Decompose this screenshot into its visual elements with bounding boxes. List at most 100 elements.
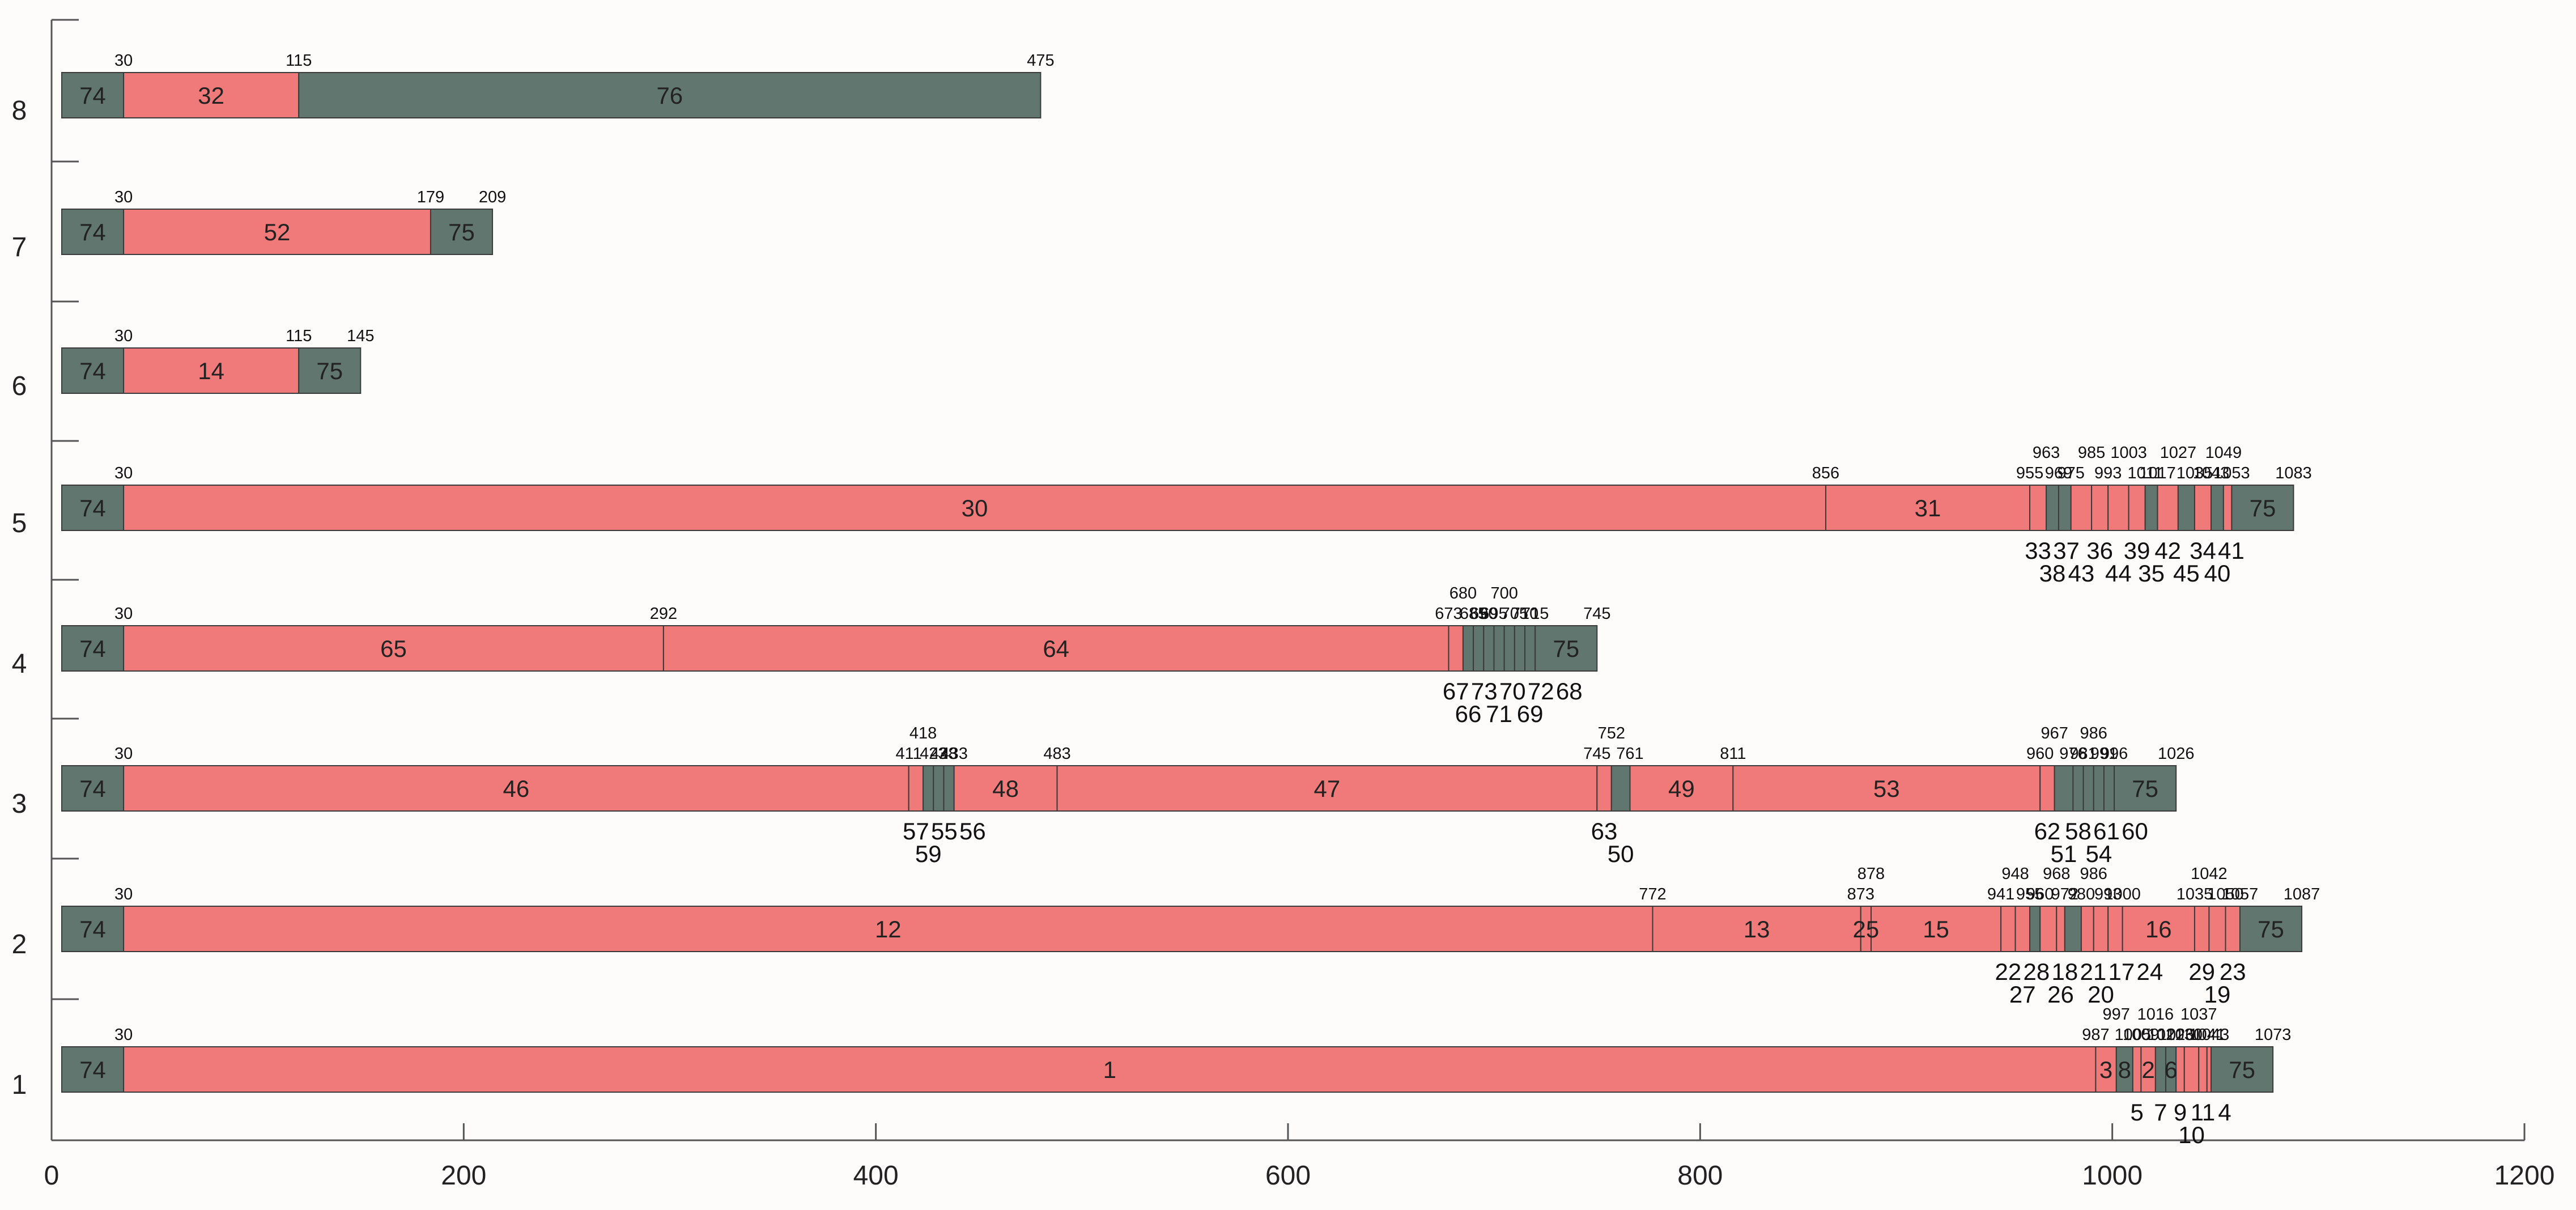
boundary-label: 993 — [2094, 464, 2122, 482]
segment-label-below: 42 — [2154, 537, 2181, 564]
segment-label: 47 — [1314, 775, 1341, 802]
bar-segment — [1825, 485, 2031, 531]
bar-segment — [1448, 625, 1464, 672]
segment-label-below: 5 — [2130, 1099, 2143, 1126]
bar-segment — [2225, 906, 2241, 952]
segment-label: 75 — [2132, 775, 2158, 802]
boundary-label: 1027 — [2160, 444, 2197, 462]
segment-label: 75 — [2229, 1056, 2255, 1083]
segment-label: 16 — [2145, 916, 2172, 942]
boundary-label: 685 — [1460, 605, 1487, 623]
boundary-label: 1073 — [2255, 1026, 2292, 1044]
boundary-label: 986 — [2080, 724, 2107, 742]
segment-label: 25 — [1853, 916, 1880, 942]
y-tick-label: 4 — [12, 649, 27, 679]
boundary-label: 418 — [909, 724, 937, 742]
x-tick-label: 0 — [44, 1161, 59, 1191]
bar-segment — [123, 765, 909, 812]
boundary-label: 1053 — [2213, 464, 2250, 482]
bar-segment — [2183, 1046, 2200, 1093]
segment-label-below: 67 — [1443, 678, 1469, 704]
boundary-label: 30 — [114, 464, 133, 482]
segment-label-below: 43 — [2068, 560, 2095, 587]
bar-segment — [1534, 625, 1598, 672]
boundary-label: 1003 — [2110, 444, 2147, 462]
boundary-label: 980 — [2068, 885, 2095, 903]
segment-label: 48 — [992, 775, 1019, 802]
boundary-label: 411 — [896, 745, 922, 763]
boundary-label: 1042 — [2191, 865, 2228, 883]
boundary-label: 969 — [2045, 464, 2072, 482]
bar-segment — [2114, 765, 2177, 812]
bar-segment — [2194, 906, 2210, 952]
bar-segment — [2239, 906, 2303, 952]
segment-label-below: 24 — [2136, 958, 2163, 985]
segment-label-below: 54 — [2085, 840, 2112, 867]
boundary-label: 705 — [1501, 605, 1528, 623]
boundary-label: 1043 — [2193, 1026, 2230, 1044]
bar-segment — [123, 347, 300, 394]
boundary-label: 1043 — [2193, 464, 2230, 482]
segment-label: 74 — [79, 82, 106, 109]
boundary-label: 1041 — [2189, 1026, 2226, 1044]
segment-label: 12 — [875, 916, 902, 942]
boundary-label: 292 — [650, 605, 677, 623]
segment-label-below: 23 — [2220, 958, 2246, 985]
x-tick-label: 800 — [1677, 1161, 1723, 1191]
boundary-label: 996 — [2101, 745, 2128, 763]
bar-segment — [2177, 485, 2195, 531]
boundary-label: 993 — [2094, 885, 2122, 903]
segment-label: 75 — [316, 358, 343, 384]
boundary-label: 772 — [1639, 885, 1666, 903]
boundary-label: 963 — [2033, 444, 2060, 462]
segment-label: 74 — [79, 1056, 106, 1083]
bar-segment — [430, 209, 494, 255]
segment-label: 49 — [1668, 775, 1695, 802]
bar-segment — [2093, 906, 2109, 952]
segment-label: 30 — [962, 495, 988, 521]
boundary-label: 433 — [940, 745, 967, 763]
segment-label: 1 — [1103, 1056, 1116, 1083]
boundary-label: 1011 — [2127, 464, 2162, 482]
bar-segment — [2046, 485, 2059, 531]
bar-segment — [61, 72, 125, 118]
segment-label-below: 72 — [1528, 678, 1554, 704]
segment-label-below: 37 — [2053, 537, 2080, 564]
y-tick-label: 5 — [12, 508, 27, 538]
bar-segment — [2029, 485, 2047, 531]
boundary-label: 30 — [114, 327, 133, 345]
segment-label-below: 45 — [2173, 560, 2200, 587]
boundary-label: 968 — [2043, 865, 2070, 883]
bar-segment — [1483, 625, 1495, 672]
boundary-label: 1049 — [2205, 444, 2242, 462]
boundary-label: 981 — [2069, 745, 2097, 763]
bar-segment — [123, 906, 1653, 952]
boundary-label: 1057 — [2222, 885, 2259, 903]
segment-label-below: 10 — [2178, 1122, 2205, 1148]
segment-label-below: 11 — [2191, 1099, 2216, 1126]
bar-segment — [2014, 906, 2031, 952]
bar-segment — [908, 765, 924, 812]
bar-segment — [2000, 906, 2016, 952]
bar-segment — [61, 906, 125, 952]
segment-label: 74 — [79, 358, 106, 384]
bar-segment — [2107, 906, 2123, 952]
y-tick-label: 3 — [12, 789, 27, 819]
segment-label-below: 7 — [2154, 1099, 2167, 1126]
segment-label-below: 59 — [915, 840, 942, 867]
boundary-label: 1026 — [2158, 1026, 2195, 1044]
bar-segment — [2132, 1046, 2142, 1093]
segment-label-below: 20 — [2088, 981, 2114, 1008]
bar-segment — [2122, 906, 2195, 952]
boundary-label: 690 — [1470, 605, 1497, 623]
segment-label-below: 58 — [2065, 818, 2092, 844]
boundary-label: 761 — [1616, 745, 1643, 763]
bar-segment — [2039, 906, 2058, 952]
segment-label-below: 39 — [2124, 537, 2150, 564]
y-tick-label: 6 — [12, 371, 27, 401]
bar-segment — [298, 72, 1042, 118]
segment-label-below: 60 — [2122, 818, 2148, 844]
boundary-label: 209 — [479, 188, 506, 206]
